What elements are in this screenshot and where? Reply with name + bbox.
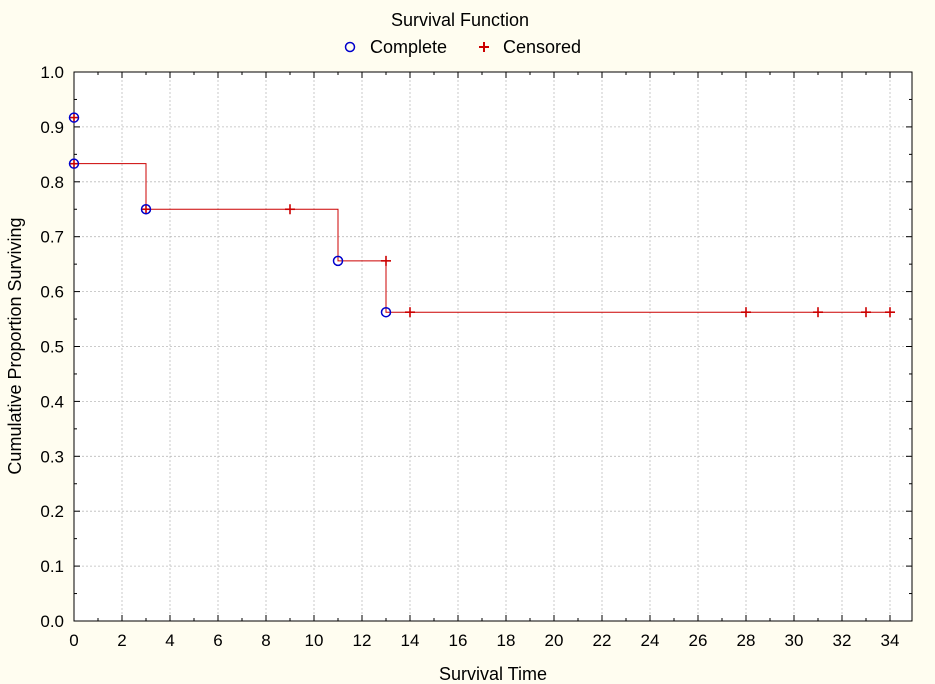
y-tick-label: 0.3 <box>40 447 64 466</box>
x-tick-label: 20 <box>545 631 564 650</box>
y-tick-label: 0.4 <box>40 392 64 411</box>
x-axis-label: Survival Time <box>439 664 547 684</box>
grid-lines <box>74 72 912 621</box>
legend-censored-marker <box>479 42 489 52</box>
y-tick-label: 0.0 <box>40 612 64 631</box>
y-tick-labels: 0.0 0.1 0.2 0.3 0.4 0.5 0.6 0.7 0.8 0.9 1.0 <box>40 63 64 631</box>
complete-point <box>68 112 80 123</box>
survival-step-line <box>74 163 890 313</box>
x-tick-label: 4 <box>165 631 174 650</box>
legend: Complete Censored <box>344 37 581 57</box>
x-tick-label: 28 <box>737 631 756 650</box>
censored-point <box>69 158 79 169</box>
legend-censored-label: Censored <box>503 37 581 57</box>
y-tick-label: 0.5 <box>40 338 64 357</box>
y-tick-label: 1.0 <box>40 63 64 82</box>
y-axis-label: Cumulative Proportion Surviving <box>5 217 25 474</box>
complete-point <box>68 158 80 169</box>
x-tick-label: 14 <box>401 631 420 650</box>
complete-point <box>380 306 392 318</box>
x-tick-label: 32 <box>833 631 852 650</box>
x-tick-label: 24 <box>641 631 660 650</box>
y-tick-label: 0.8 <box>40 173 64 192</box>
y-tick-label: 0.1 <box>40 557 64 576</box>
x-tick-label: 34 <box>881 631 900 650</box>
x-tick-label: 8 <box>261 631 270 650</box>
y-tick-label: 0.6 <box>40 283 64 302</box>
x-tick-labels: 0 2 4 6 8 10 12 14 16 18 20 22 24 26 28 30 32 34 <box>69 631 899 650</box>
complete-point <box>332 255 344 267</box>
x-tick-label: 0 <box>69 631 78 650</box>
x-tick-label: 18 <box>497 631 516 650</box>
x-tick-label: 16 <box>449 631 468 650</box>
censored-point <box>381 255 391 266</box>
censored-point <box>741 307 751 318</box>
censored-point <box>861 307 871 318</box>
y-tick-label: 0.9 <box>40 118 64 137</box>
x-tick-label: 26 <box>689 631 708 650</box>
x-tick-label: 12 <box>353 631 372 650</box>
y-tick-label: 0.7 <box>40 228 64 247</box>
censored-point <box>141 204 151 215</box>
x-tick-label: 10 <box>305 631 324 650</box>
censored-point <box>405 307 415 318</box>
complete-point <box>140 204 152 215</box>
legend-complete-marker <box>344 41 356 53</box>
censored-point <box>69 112 79 123</box>
x-tick-label: 30 <box>785 631 804 650</box>
censored-point <box>285 204 295 215</box>
x-tick-label: 2 <box>117 631 126 650</box>
censored-markers <box>69 112 895 318</box>
chart-title: Survival Function <box>391 10 529 30</box>
complete-markers <box>68 112 392 318</box>
x-tick-label: 22 <box>593 631 612 650</box>
x-tick-label: 6 <box>213 631 222 650</box>
axis-ticks <box>73 71 912 622</box>
legend-complete-label: Complete <box>370 37 447 57</box>
y-tick-label: 0.2 <box>40 502 64 521</box>
censored-point <box>885 307 895 318</box>
censored-point <box>813 307 823 318</box>
